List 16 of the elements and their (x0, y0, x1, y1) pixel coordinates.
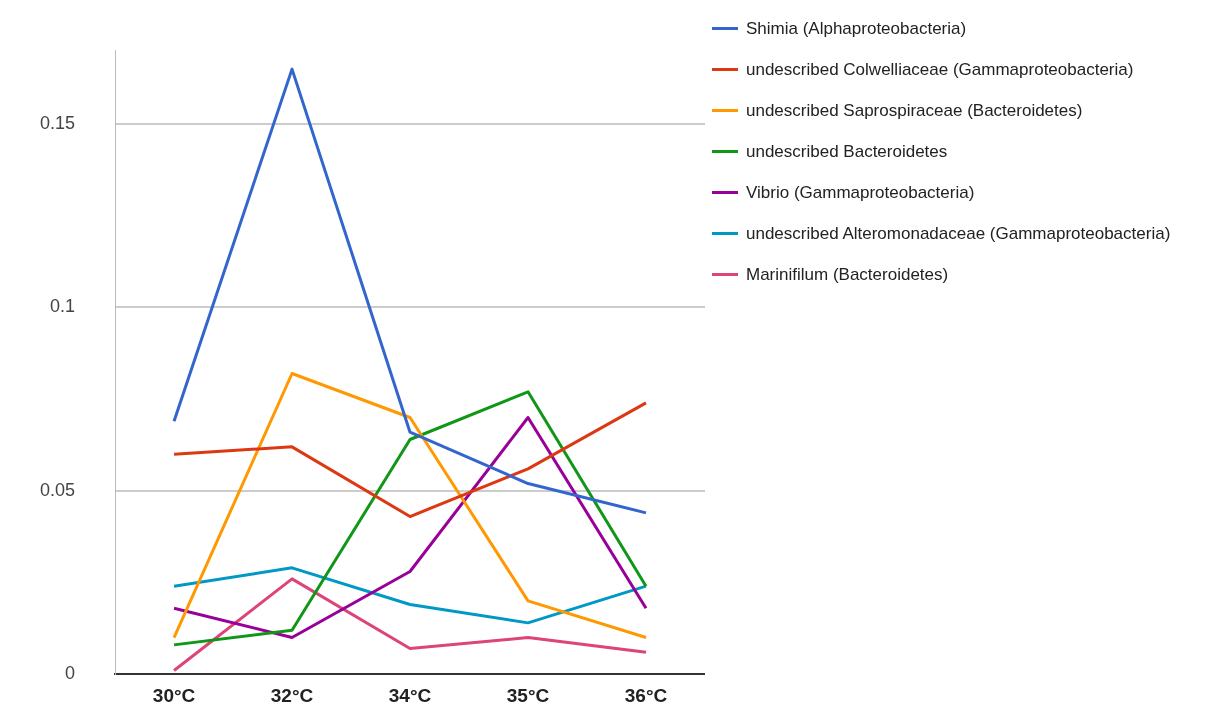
legend-label: undescribed Bacteroidetes (746, 141, 948, 162)
x-tick-label: 34°C (388, 684, 432, 706)
x-tick-label: 32°C (270, 684, 314, 706)
legend-label: Marinifilum (Bacteroidetes) (746, 264, 949, 285)
legend-label: undescribed Alteromonadaceae (Gammaproteobacteria) (746, 223, 1171, 244)
x-tick-label: 36°C (624, 684, 668, 706)
x-tick-label: 30°C (152, 684, 196, 706)
y-tick-label: 0.05 (39, 479, 76, 500)
legend-label: undescribed Colwelliaceae (Gammaproteobacteria) (746, 59, 1134, 80)
y-tick-label: 0.15 (39, 113, 76, 134)
legend-label: Shimia (Alphaproteobacteria) (746, 18, 967, 39)
legend-label: Vibrio (Gammaproteobacteria) (746, 182, 975, 203)
y-tick-label: 0 (65, 663, 76, 684)
x-tick-label: 35°C (506, 684, 550, 706)
y-tick-label: 0.1 (50, 296, 76, 317)
legend-label: undescribed Saprospiraceae (Bacteroidetes) (746, 100, 1083, 121)
